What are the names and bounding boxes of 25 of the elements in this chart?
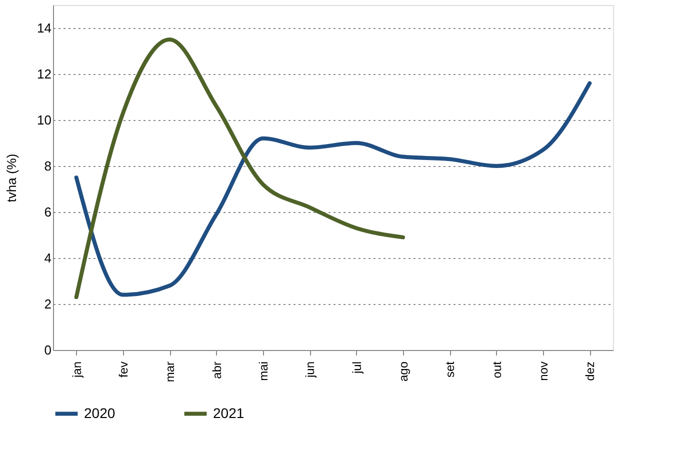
legend-label: 2020 xyxy=(84,404,116,421)
x-tick-label: abr xyxy=(210,361,224,379)
x-tick-label: out xyxy=(490,360,504,378)
line-series xyxy=(74,38,405,300)
y-axis-title: tvha (%) xyxy=(4,154,20,202)
x-tick-label: jan xyxy=(70,362,84,379)
y-tick-label: 10 xyxy=(37,112,52,128)
y-tick-label: 4 xyxy=(44,250,52,266)
y-tick-label: 0 xyxy=(44,342,52,358)
legend-label: 2021 xyxy=(213,404,244,421)
x-tick-label: dez xyxy=(583,362,598,381)
x-tick-label: jun xyxy=(303,362,318,379)
x-tick-label: mai xyxy=(256,362,270,381)
x-tick-label: jul xyxy=(350,362,364,375)
y-tick-label: 14 xyxy=(37,20,52,36)
y-tick-label: 6 xyxy=(44,204,52,220)
y-tick-label: 12 xyxy=(37,66,52,82)
y-tick-label: 8 xyxy=(44,158,52,174)
x-tick-label: set xyxy=(443,360,458,378)
x-tick-label: fev xyxy=(116,362,130,378)
y-tick-label: 2 xyxy=(44,296,52,312)
x-tick-label: ago xyxy=(396,361,410,382)
x-tick-label: mar xyxy=(163,362,178,382)
x-tick-label: nov xyxy=(536,362,550,381)
line-series xyxy=(74,81,592,297)
